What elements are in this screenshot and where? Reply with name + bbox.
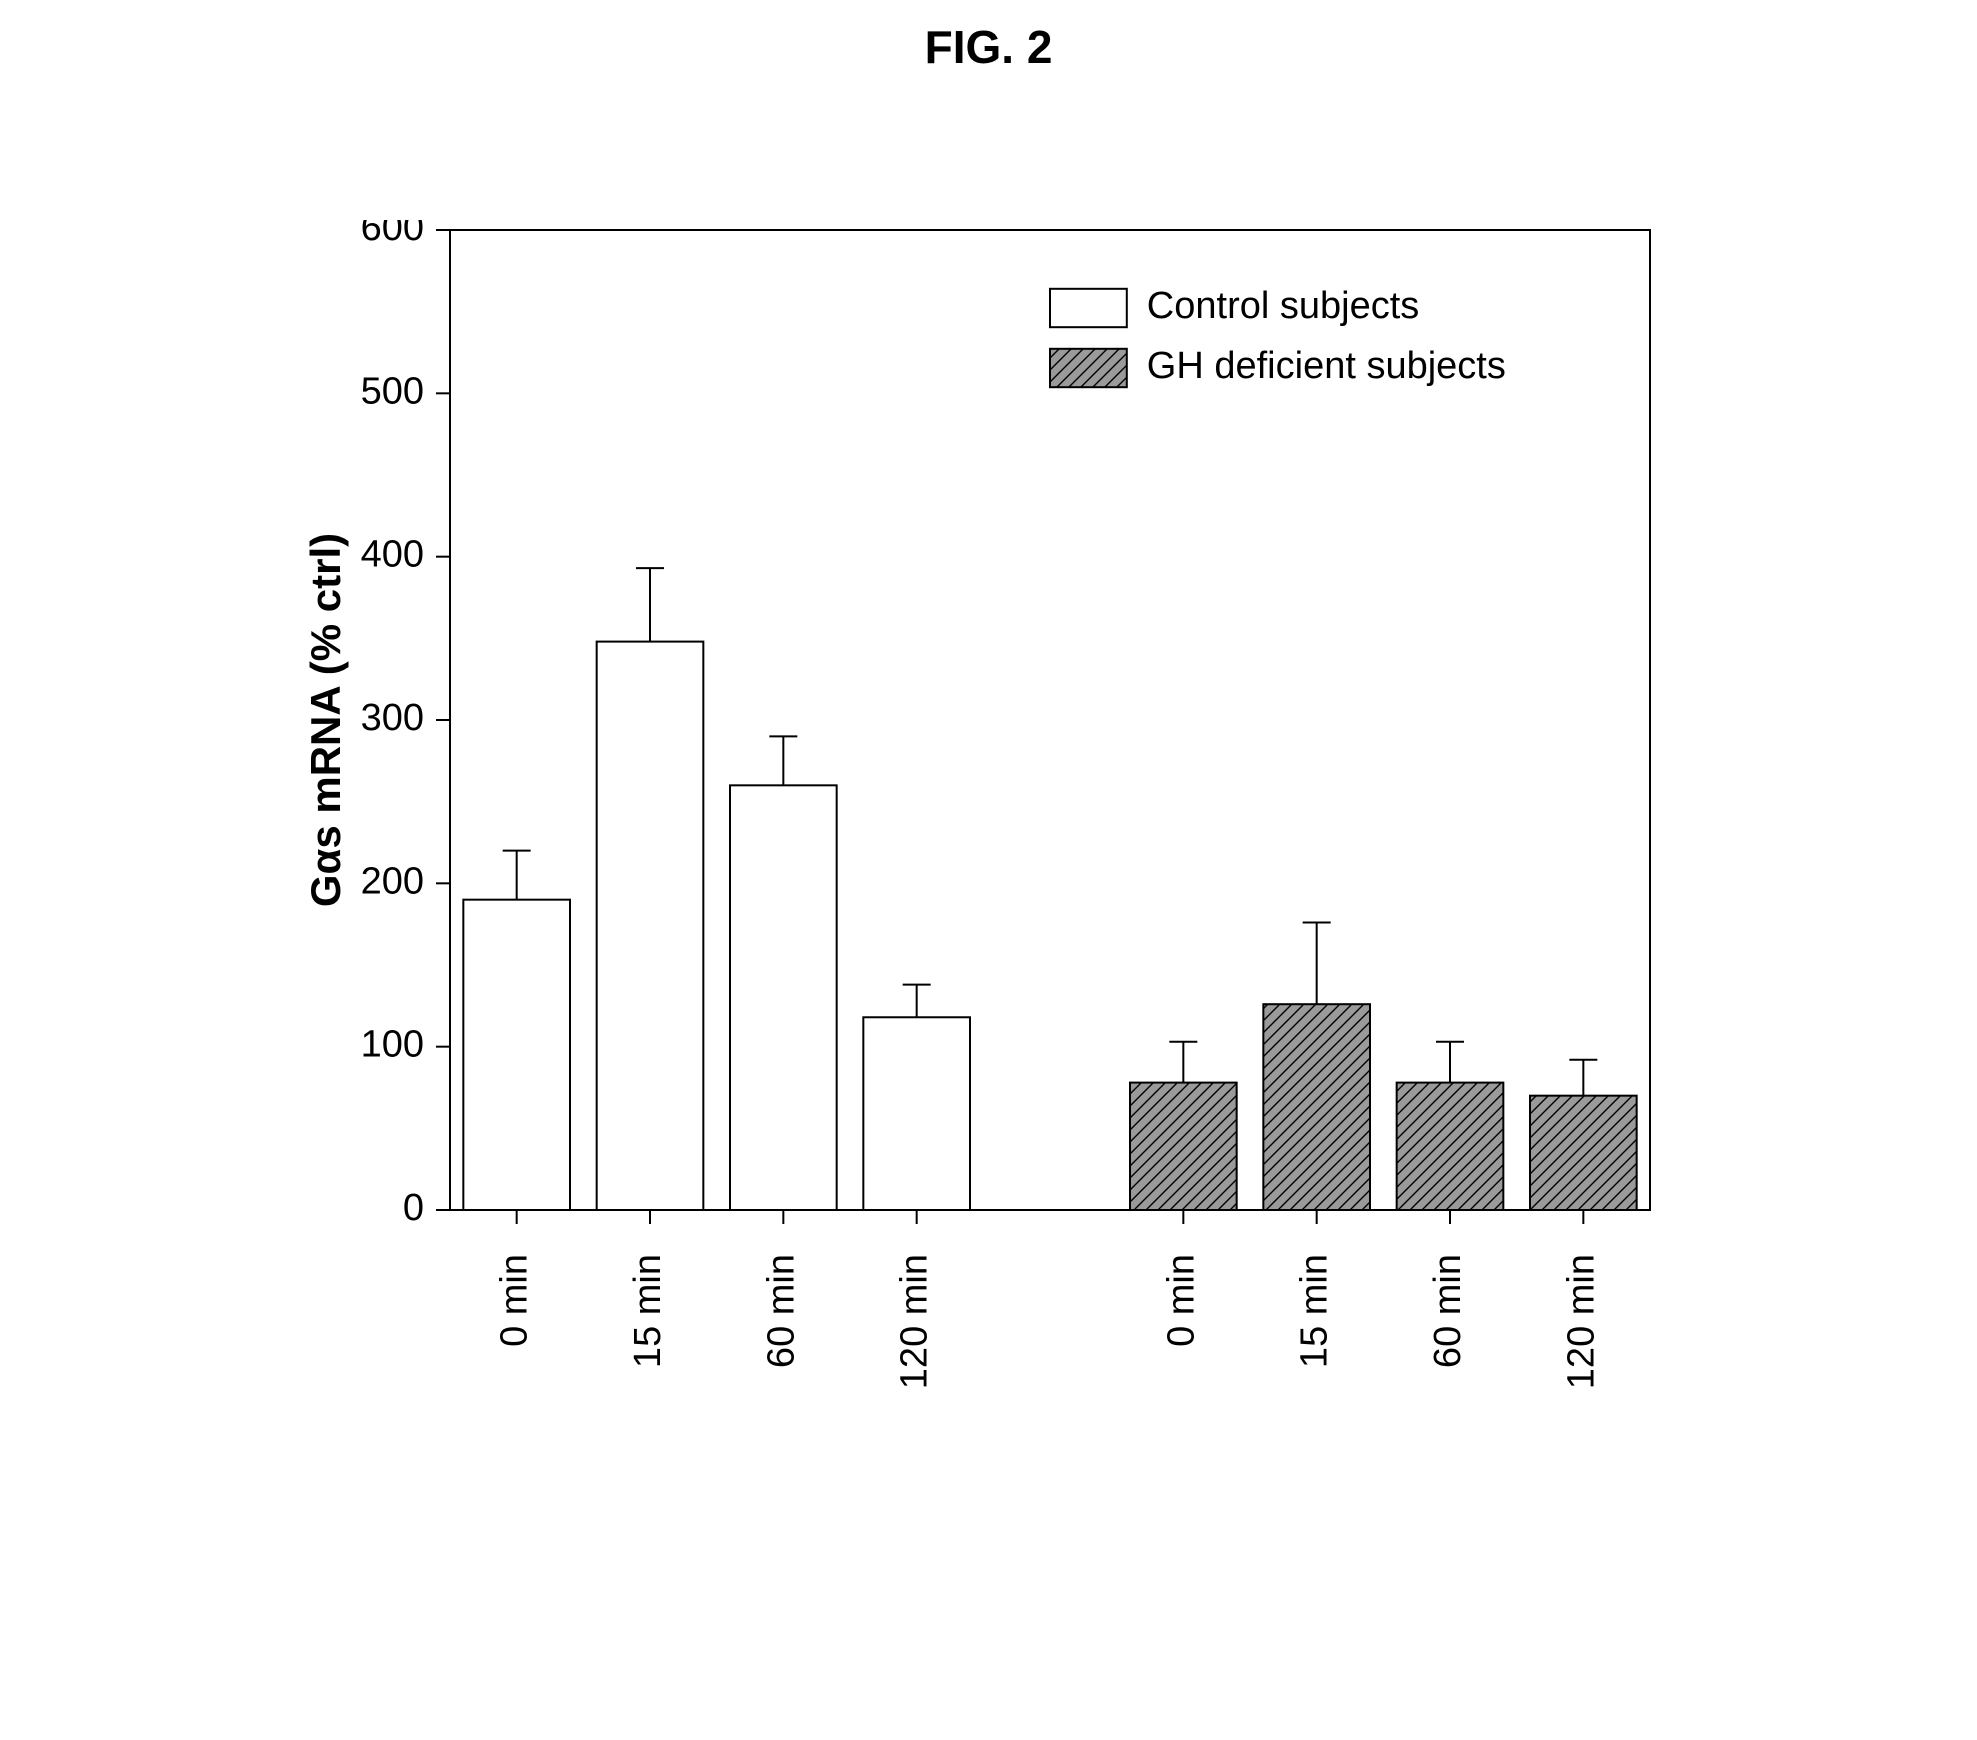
y-axis-label: Gαs mRNA (% ctrl): [302, 533, 349, 907]
x-tick-label: 15 min: [1294, 1254, 1336, 1368]
bar-chart: 0 100 200 300 400 500 600 Gαs mRNA (% ctrl) 0 mi…: [300, 220, 1710, 1530]
x-tick-label: 60 min: [1427, 1254, 1469, 1368]
bar: [597, 642, 704, 1210]
bar: [1130, 1083, 1237, 1210]
bar: [863, 1017, 970, 1210]
bar: [730, 785, 837, 1210]
x-tick-label: 120 min: [1560, 1254, 1602, 1389]
bar: [1397, 1083, 1504, 1210]
y-tick-label: 200: [361, 860, 424, 902]
y-tick-label: 300: [361, 697, 424, 739]
chart-container: 0 100 200 300 400 500 600 Gαs mRNA (% ctrl) 0 mi…: [300, 220, 1700, 1620]
legend-label: GH deficient subjects: [1147, 345, 1506, 387]
y-tick-label: 0: [403, 1187, 424, 1229]
x-tick-label: 60 min: [760, 1254, 802, 1368]
page: FIG. 2 0 100 200 300 400 500 600 Gαs mRNA (% ct…: [0, 0, 1977, 1740]
x-tick-label: 120 min: [894, 1254, 936, 1389]
legend-swatch: [1050, 289, 1127, 327]
x-tick-label: 15 min: [627, 1254, 669, 1368]
legend-label: Control subjects: [1147, 285, 1419, 327]
bar: [1263, 1004, 1370, 1210]
x-tick-label: 0 min: [1160, 1254, 1202, 1347]
y-tick-label: 600: [361, 220, 424, 249]
y-tick-label: 500: [361, 370, 424, 412]
x-tick-label: 0 min: [494, 1254, 536, 1347]
bar: [1530, 1096, 1637, 1210]
bar: [463, 900, 570, 1210]
y-tick-label: 100: [361, 1024, 424, 1066]
y-tick-label: 400: [361, 534, 424, 576]
figure-title: FIG. 2: [0, 20, 1977, 74]
legend-swatch: [1050, 349, 1127, 387]
